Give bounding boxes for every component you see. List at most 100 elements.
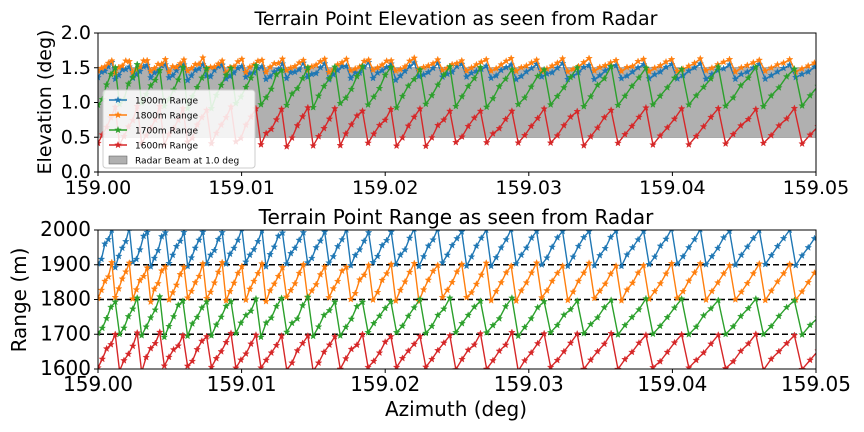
range-series-point bbox=[467, 252, 476, 260]
range-series-point bbox=[607, 329, 615, 337]
range-series-point bbox=[168, 288, 177, 296]
range-series-point bbox=[202, 297, 211, 305]
elevation-series-point bbox=[501, 75, 510, 83]
range-series-point bbox=[165, 353, 173, 361]
range-series-point bbox=[719, 269, 728, 277]
range-series-point bbox=[254, 269, 262, 277]
elevation-series-point bbox=[467, 69, 476, 77]
elevation-series-point bbox=[373, 68, 382, 77]
range-series-point bbox=[429, 267, 437, 275]
range-series-point bbox=[336, 331, 345, 339]
elevation-series-point bbox=[482, 103, 491, 111]
range-series-point bbox=[537, 260, 546, 268]
elevation-series-point bbox=[731, 75, 740, 83]
elevation-series-point bbox=[489, 129, 497, 137]
range-series-point bbox=[489, 321, 497, 329]
elevation-series-point bbox=[187, 71, 196, 79]
elevation-series-point bbox=[775, 83, 783, 91]
range-series-point bbox=[369, 357, 378, 365]
legend-marker bbox=[114, 141, 122, 149]
elevation-series-point bbox=[381, 116, 389, 124]
range-series-point bbox=[202, 332, 211, 340]
legend-marker bbox=[114, 126, 122, 134]
range-series-point bbox=[775, 347, 783, 355]
range-series-point bbox=[387, 297, 395, 305]
elevation-series-point bbox=[369, 74, 377, 82]
elevation-series-point bbox=[347, 66, 355, 74]
range-series-point bbox=[482, 259, 491, 267]
range-series-point bbox=[773, 242, 782, 250]
range-series-point bbox=[537, 293, 546, 301]
range-series-point bbox=[154, 279, 162, 287]
elevation-series-point bbox=[293, 84, 302, 92]
range-series-point bbox=[214, 235, 223, 243]
range-series-point bbox=[104, 235, 113, 243]
elevation-series-point bbox=[401, 62, 409, 70]
range-series-point bbox=[593, 313, 602, 321]
elevation-series-point bbox=[634, 57, 642, 65]
elevation-series-point bbox=[553, 59, 562, 67]
range-series-point bbox=[656, 357, 664, 365]
range-series-point bbox=[195, 236, 203, 244]
range-series-point bbox=[214, 268, 223, 276]
elevation-series-point bbox=[378, 66, 386, 74]
elevation-series-point bbox=[452, 138, 460, 146]
elevation-series-point bbox=[375, 121, 384, 129]
range-series-point bbox=[154, 246, 162, 254]
elevation-series-point bbox=[429, 64, 437, 72]
elevation-series-point bbox=[719, 64, 728, 72]
range-series-point bbox=[325, 258, 333, 267]
range-series-point bbox=[151, 305, 160, 314]
elevation-series-point bbox=[360, 57, 368, 65]
range-x-axis-label: Azimuth (deg) bbox=[385, 397, 527, 421]
range-series-point bbox=[520, 323, 529, 331]
range-series-point bbox=[375, 348, 384, 357]
elevation-y-tick-label: 1.5 bbox=[61, 57, 91, 79]
elevation-series-point bbox=[392, 103, 401, 111]
range-series-point bbox=[206, 288, 215, 296]
elevation-plot-area: 159.00 159.01 159.02 159.03 159.04 159.05 0.0 0… bbox=[61, 22, 849, 199]
range-series-point bbox=[482, 365, 491, 369]
elevation-chart: Terrain Point Elevation as seen from Rad… bbox=[34, 8, 849, 199]
range-series-point bbox=[217, 347, 225, 355]
elevation-series-point bbox=[174, 75, 183, 83]
elevation-series-point bbox=[467, 63, 476, 71]
elevation-series-point bbox=[287, 63, 295, 72]
range-series-point bbox=[246, 251, 254, 259]
range-series-point bbox=[448, 241, 456, 249]
range-series-point bbox=[520, 356, 529, 364]
range-series-point bbox=[713, 244, 722, 252]
elevation-series-point bbox=[230, 62, 238, 70]
range-series-point bbox=[663, 313, 672, 321]
elevation-y-tick-label: 0.5 bbox=[61, 126, 91, 148]
range-series-point bbox=[543, 286, 551, 294]
elevation-series-point bbox=[242, 83, 250, 91]
elevation-series-point bbox=[512, 67, 520, 75]
range-series-point bbox=[109, 230, 115, 234]
elevation-series-point bbox=[387, 63, 395, 71]
range-series-point bbox=[467, 288, 476, 296]
elevation-series-point bbox=[387, 56, 395, 64]
range-series-point bbox=[325, 306, 334, 314]
range-series-point bbox=[161, 262, 170, 271]
range-series-point bbox=[199, 259, 207, 267]
elevation-series-point bbox=[304, 63, 312, 71]
range-series-point bbox=[183, 293, 192, 302]
range-y-tick-label: 1600 bbox=[40, 356, 91, 380]
elevation-series-point bbox=[405, 57, 414, 65]
elevation-series-point bbox=[373, 63, 382, 71]
elevation-series-point bbox=[391, 66, 400, 75]
range-series-point bbox=[217, 313, 225, 321]
elevation-series-point bbox=[517, 63, 526, 71]
elevation-series-point bbox=[517, 72, 526, 80]
range-series-point bbox=[353, 302, 361, 310]
range-series-point bbox=[590, 261, 599, 269]
elevation-series-point bbox=[434, 55, 442, 63]
elevation-series-point bbox=[593, 81, 602, 89]
elevation-series-point bbox=[487, 66, 495, 75]
legend-marker bbox=[114, 111, 122, 119]
range-series-point bbox=[606, 233, 615, 241]
range-series-point bbox=[749, 234, 758, 242]
range-series-point bbox=[487, 262, 495, 270]
elevation-series-point bbox=[628, 68, 637, 76]
